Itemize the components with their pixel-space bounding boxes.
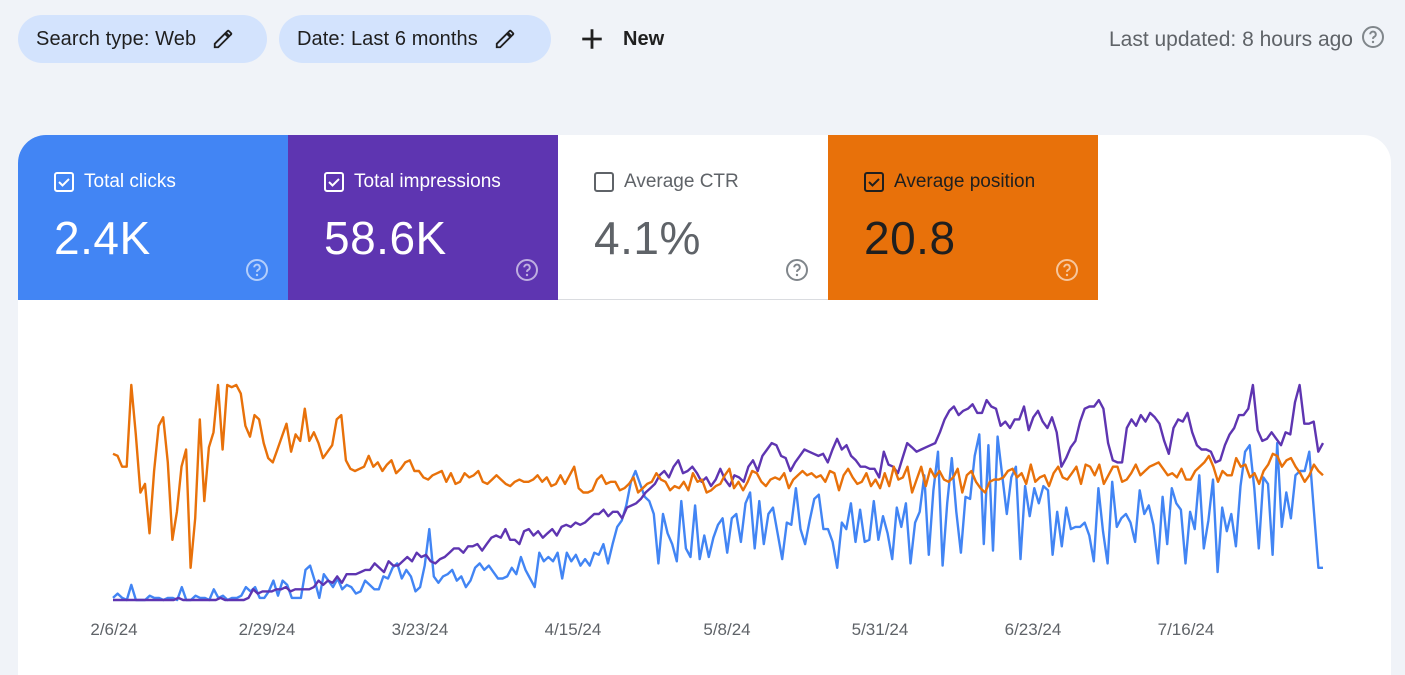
pencil-icon[interactable]	[494, 28, 516, 50]
metric-label: Total clicks	[84, 171, 176, 192]
metric-label: Average CTR	[624, 171, 739, 192]
new-filter-label: New	[623, 27, 665, 50]
x-tick-label: 5/31/24	[852, 620, 909, 639]
metric-value: 58.6K	[324, 212, 447, 264]
last-updated-text: Last updated: 8 hours ago	[1108, 28, 1353, 51]
search-type-filter-chip[interactable]: Search type: Web	[18, 15, 267, 63]
metric-average-ctr[interactable]: Average CTR 4.1%	[558, 135, 828, 300]
checkbox-checked-icon[interactable]	[864, 172, 884, 192]
performance-card: Total clicks 2.4K Total impressions 58.6…	[18, 135, 1391, 675]
help-circle-icon[interactable]	[515, 258, 539, 282]
help-circle-icon[interactable]	[245, 258, 269, 282]
metric-value: 20.8	[864, 212, 956, 264]
help-circle-icon[interactable]	[785, 258, 809, 282]
metric-value: 4.1%	[594, 212, 701, 264]
help-circle-icon[interactable]	[1055, 258, 1079, 282]
metric-label: Total impressions	[354, 171, 501, 192]
x-tick-label: 2/6/24	[90, 620, 137, 639]
date-filter-chip[interactable]: Date: Last 6 months	[279, 15, 551, 63]
series-line-average-position	[112, 383, 1324, 569]
x-tick-label: 7/16/24	[1158, 620, 1215, 639]
checkbox-checked-icon[interactable]	[324, 172, 344, 192]
performance-line-chart[interactable]: 2/6/24 2/29/24 3/23/24 4/15/24 5/8/24 5/31/24…	[18, 300, 1391, 675]
pencil-icon[interactable]	[212, 28, 234, 50]
series-line-total-clicks	[112, 433, 1323, 602]
date-filter-label: Date: Last 6 months	[297, 27, 478, 50]
checkbox-unchecked-icon[interactable]	[594, 172, 614, 192]
x-tick-label: 2/29/24	[239, 620, 296, 639]
metric-value: 2.4K	[54, 212, 151, 264]
series-line-total-impressions	[113, 383, 1325, 602]
checkbox-checked-icon[interactable]	[54, 172, 74, 192]
metric-total-impressions[interactable]: Total impressions 58.6K	[288, 135, 558, 300]
x-tick-label: 3/23/24	[392, 620, 449, 639]
metric-average-position[interactable]: Average position 20.8	[828, 135, 1098, 300]
new-filter-button[interactable]: New	[578, 20, 664, 58]
help-circle-icon[interactable]	[1361, 25, 1385, 55]
x-tick-label: 4/15/24	[545, 620, 602, 639]
metric-total-clicks[interactable]: Total clicks 2.4K	[18, 135, 288, 300]
last-updated-status: Last updated: 8 hours ago	[1109, 25, 1385, 55]
x-tick-label: 6/23/24	[1005, 620, 1062, 639]
plus-icon	[578, 25, 606, 53]
x-tick-label: 5/8/24	[703, 620, 750, 639]
search-type-label: Search type: Web	[36, 27, 197, 50]
metric-label: Average position	[894, 171, 1036, 192]
